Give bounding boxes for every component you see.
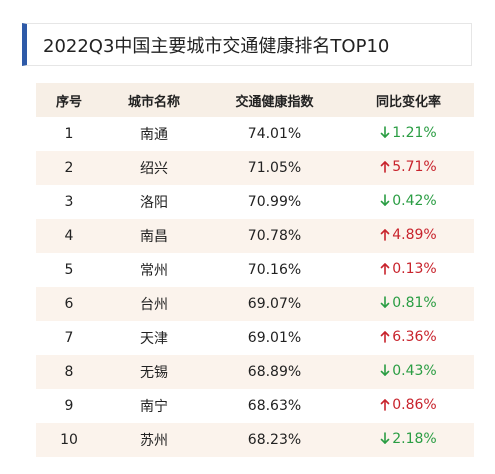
change-value: 2.18% <box>380 430 437 447</box>
change-text: 2.18% <box>392 430 437 447</box>
index-cell: 74.01% <box>247 126 302 142</box>
rank-cell: 5 <box>64 262 74 278</box>
rank-cell: 9 <box>64 398 74 414</box>
arrow-down-icon <box>380 364 390 377</box>
change-value: 0.42% <box>380 192 437 209</box>
index-cell: 71.05% <box>247 160 302 176</box>
column-header-index: 交通健康指数 <box>235 94 314 110</box>
rank-cell: 8 <box>64 364 74 380</box>
table-row: 4 南昌 70.78% 4.89% <box>36 219 474 253</box>
change-value: 5.71% <box>380 158 437 175</box>
change-text: 0.86% <box>392 396 437 413</box>
ranking-table: 序号 城市名称 交通健康指数 同比变化率 1 南通 74.01% 1.21% 2 绍兴 71… <box>36 83 474 457</box>
city-cell: 绍兴 <box>140 161 168 177</box>
table-row: 1 南通 74.01% 1.21% <box>36 117 474 151</box>
change-value: 0.13% <box>380 260 437 277</box>
change-value: 6.36% <box>380 328 437 345</box>
change-text: 0.43% <box>392 362 437 379</box>
table-row: 10 苏州 68.23% 2.18% <box>36 423 474 457</box>
change-cell: 4.89% <box>343 219 474 253</box>
table-row: 5 常州 70.16% 0.13% <box>36 253 474 287</box>
change-cell: 1.21% <box>343 117 474 151</box>
city-cell: 洛阳 <box>140 195 168 211</box>
page-title: 2022Q3中国主要城市交通健康排名TOP10 <box>43 35 390 57</box>
arrow-down-icon <box>380 432 390 445</box>
change-cell: 0.13% <box>343 253 474 287</box>
rank-cell: 4 <box>64 228 74 244</box>
rank-cell: 10 <box>60 432 78 448</box>
change-cell: 0.42% <box>343 185 474 219</box>
arrow-up-icon <box>380 228 390 242</box>
column-header-change: 同比变化率 <box>375 94 441 110</box>
city-cell: 无锡 <box>140 365 168 381</box>
city-cell: 苏州 <box>140 433 168 449</box>
change-value: 4.89% <box>380 226 437 243</box>
rank-cell: 6 <box>64 296 74 312</box>
city-cell: 天津 <box>140 331 168 347</box>
column-header-rank: 序号 <box>55 94 82 110</box>
city-cell: 南宁 <box>140 399 168 415</box>
change-text: 0.13% <box>392 260 437 277</box>
change-text: 0.42% <box>392 192 437 209</box>
index-cell: 70.99% <box>247 194 302 210</box>
index-cell: 68.23% <box>247 432 302 448</box>
change-value: 0.43% <box>380 362 437 379</box>
table-row: 9 南宁 68.63% 0.86% <box>36 389 474 423</box>
arrow-up-icon <box>380 262 390 276</box>
table-row: 3 洛阳 70.99% 0.42% <box>36 185 474 219</box>
table-row: 2 绍兴 71.05% 5.71% <box>36 151 474 185</box>
change-cell: 0.43% <box>343 355 474 389</box>
rank-cell: 2 <box>64 160 74 176</box>
arrow-down-icon <box>380 126 390 139</box>
change-cell: 0.86% <box>343 389 474 423</box>
arrow-down-icon <box>380 296 390 309</box>
change-text: 4.89% <box>392 226 437 243</box>
arrow-up-icon <box>380 398 390 412</box>
change-value: 1.21% <box>380 124 437 141</box>
index-cell: 69.01% <box>247 330 302 346</box>
change-value: 0.81% <box>380 294 437 311</box>
change-value: 0.86% <box>380 396 437 413</box>
index-cell: 68.89% <box>247 364 302 380</box>
table-row: 6 台州 69.07% 0.81% <box>36 287 474 321</box>
index-cell: 69.07% <box>247 296 302 312</box>
table-row: 7 天津 69.01% 6.36% <box>36 321 474 355</box>
arrow-up-icon <box>380 160 390 174</box>
table-body: 1 南通 74.01% 1.21% 2 绍兴 71.05% 5.71% 3 洛阳 70.99% 0.4… <box>36 117 474 457</box>
change-text: 1.21% <box>392 124 437 141</box>
change-cell: 2.18% <box>343 423 474 457</box>
table-row: 8 无锡 68.89% 0.43% <box>36 355 474 389</box>
change-cell: 6.36% <box>343 321 474 355</box>
change-text: 6.36% <box>392 328 437 345</box>
arrow-up-icon <box>380 330 390 344</box>
rank-cell: 7 <box>64 330 74 346</box>
city-cell: 南通 <box>140 127 168 143</box>
index-cell: 70.16% <box>247 262 302 278</box>
rank-cell: 3 <box>64 194 74 210</box>
city-cell: 台州 <box>140 297 168 313</box>
city-cell: 常州 <box>140 263 168 279</box>
arrow-down-icon <box>380 194 390 207</box>
title-bar: 2022Q3中国主要城市交通健康排名TOP10 <box>22 23 472 66</box>
city-cell: 南昌 <box>140 229 168 245</box>
column-header-city: 城市名称 <box>127 94 180 110</box>
table-header-row: 序号 城市名称 交通健康指数 同比变化率 <box>36 83 474 117</box>
change-text: 0.81% <box>392 294 437 311</box>
index-cell: 70.78% <box>247 228 302 244</box>
change-text: 5.71% <box>392 158 437 175</box>
change-cell: 5.71% <box>343 151 474 185</box>
index-cell: 68.63% <box>247 398 302 414</box>
rank-cell: 1 <box>64 126 74 142</box>
change-cell: 0.81% <box>343 287 474 321</box>
